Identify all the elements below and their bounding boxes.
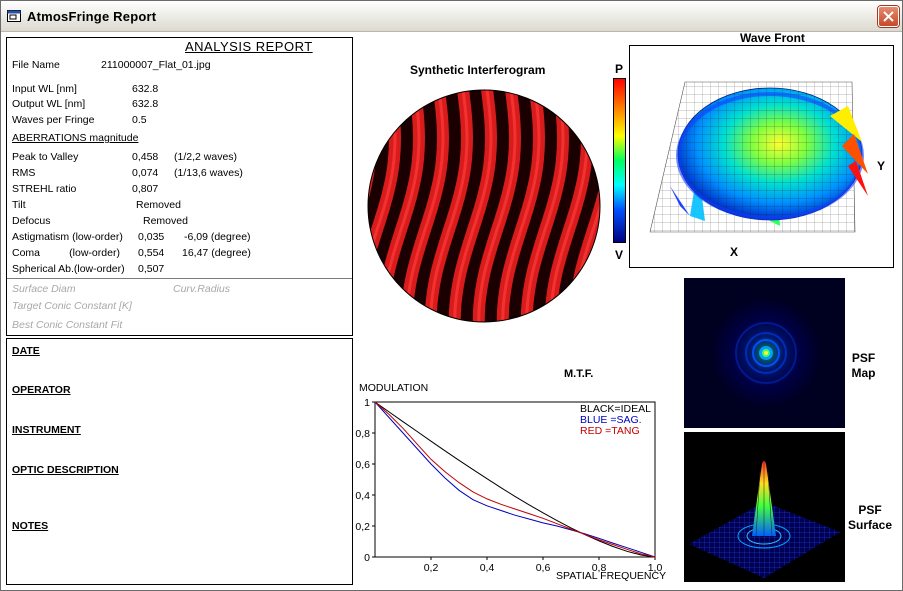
date-field[interactable]: DATE: [12, 345, 40, 357]
mtf-x-tick-label: 0,2: [424, 562, 439, 574]
surface-diam-label: Surface Diam: [12, 283, 76, 295]
defocus-value: Removed: [143, 215, 188, 227]
wavefront-y-axis: Y: [877, 159, 886, 173]
mtf-y-tick-label: 0,2: [355, 521, 370, 533]
operator-field[interactable]: OPERATOR: [12, 384, 71, 396]
color-scale-bar: [613, 78, 626, 243]
instrument-field[interactable]: INSTRUMENT: [12, 424, 81, 436]
interference-fringe-highlight: [405, 90, 445, 322]
rms-label: RMS: [12, 167, 36, 179]
close-icon: [883, 11, 894, 22]
optic-description-field[interactable]: OPTIC DESCRIPTION: [12, 464, 119, 476]
psf-surface-label-line2: Surface: [847, 518, 893, 532]
wavefront-x-axis: X: [730, 245, 739, 259]
info-panel: [6, 338, 353, 585]
coma-label: Coma (low-order): [12, 247, 120, 259]
mtf-legend-entry: BLACK=IDEAL: [580, 403, 651, 415]
waves-per-fringe-value: 0.5: [132, 114, 147, 126]
astigmatism-angle: -6,09 (degree): [184, 231, 251, 243]
mtf-x-tick-label: 0,4: [480, 562, 495, 574]
mtf-x-tick-label: 0,6: [536, 562, 551, 574]
mtf-series-line: [374, 401, 656, 558]
mtf-y-tick-label: 0: [364, 552, 370, 564]
defocus-label: Defocus: [12, 215, 51, 227]
rms-waves: (1/13,6 waves): [174, 167, 243, 179]
wavefront-plot: [649, 81, 868, 233]
mtf-y-axis-label: MODULATION: [359, 382, 429, 394]
scale-valley-label: V: [615, 248, 624, 262]
psf-surface-label: PSF Surface: [846, 503, 894, 533]
astigmatism-value: 0,035: [138, 231, 165, 243]
mtf-series-line: [374, 401, 656, 558]
interference-fringe-highlight: [525, 90, 565, 322]
astigmatism-label: Astigmatism (low-order): [12, 231, 123, 243]
interference-fringe-highlight: [429, 90, 469, 322]
mtf-y-tick-label: 0,4: [355, 490, 370, 502]
mtf-x-tick-label: 1,0: [648, 562, 663, 574]
mtf-x-axis-label: SPATIAL FREQUENCY: [556, 570, 667, 582]
ptv-label: Peak to Valley: [12, 151, 79, 163]
psf-map-label-line1: PSF: [851, 351, 876, 365]
scale-peak-label: P: [615, 62, 624, 76]
strehl-label: STREHL ratio: [12, 183, 77, 195]
output-wl-value: 632.8: [132, 98, 159, 110]
ptv-value: 0,458: [132, 151, 159, 163]
mtf-y-tick-label: 1: [364, 397, 370, 409]
psf-surface: [684, 432, 845, 582]
strehl-value: 0,807: [132, 183, 159, 195]
analysis-report-panel: [6, 37, 353, 336]
report-heading: ANALYSIS REPORT: [185, 39, 313, 54]
curv-radius-label: Curv.Radius: [173, 283, 230, 295]
wavefront-title: Wave Front: [740, 31, 805, 45]
spherical-label: Spherical Ab.(low-order): [12, 263, 125, 275]
rms-value: 0,074: [132, 167, 159, 179]
psf-map: [684, 278, 845, 428]
interference-fringe-highlight: [501, 90, 541, 322]
close-button[interactable]: [878, 6, 899, 27]
mtf-y-tick-label: 0,6: [355, 459, 370, 471]
ptv-waves: (1/2,2 waves): [174, 151, 238, 163]
file-name-value: 211000007_Flat_01.jpg: [101, 59, 211, 71]
notes-field[interactable]: NOTES: [12, 520, 49, 532]
psf-map-label: PSF Map: [846, 351, 881, 381]
file-name-label: File Name: [12, 59, 60, 71]
output-wl-label: Output WL [nm]: [12, 98, 86, 110]
mtf-plot-area: [374, 401, 656, 558]
input-wl-label: Input WL [nm]: [12, 83, 77, 95]
mtf-title: M.T.F.: [564, 368, 594, 380]
best-conic-label: Best Conic Constant Fit: [12, 319, 123, 331]
psf-surface-label-line1: PSF: [858, 503, 882, 517]
target-conic-label: Target Conic Constant [K]: [12, 300, 132, 312]
interferogram-title: Synthetic Interferogram: [410, 63, 546, 77]
coma-value: 0,554: [138, 247, 165, 259]
interference-fringe-highlight: [453, 90, 493, 322]
mtf-x-tick-label: 0,8: [592, 562, 607, 574]
title-bar[interactable]: AtmosFringe Report: [1, 1, 902, 32]
synthetic-interferogram: [367, 89, 601, 323]
coma-angle: 16,47 (degree): [182, 247, 251, 259]
psf-map-label-line2: Map: [851, 366, 876, 380]
input-wl-value: 632.8: [132, 83, 159, 95]
mtf-legend-entry: BLUE =SAG.: [580, 414, 642, 426]
window-title: AtmosFringe Report: [27, 9, 157, 24]
waves-per-fringe-label: Waves per Fringe: [12, 114, 95, 126]
aberrations-heading: ABERRATIONS magnitude: [12, 132, 139, 144]
mtf-series-line: [374, 401, 656, 558]
mtf-chart: 0 0,2 0,4 0,6 0,8 1 0,2 0,4 0,6 0,8 1,0 BLACK=IDEAL…: [355, 397, 663, 574]
mtf-y-tick-label: 0,8: [355, 428, 370, 440]
mtf-legend-entry: RED =TANG: [580, 425, 640, 437]
interference-fringe-highlight: [477, 90, 517, 322]
app-icon: [7, 10, 21, 22]
report-divider: [7, 278, 352, 279]
tilt-label: Tilt: [12, 199, 26, 211]
spherical-value: 0,507: [138, 263, 165, 275]
tilt-value: Removed: [136, 199, 181, 211]
